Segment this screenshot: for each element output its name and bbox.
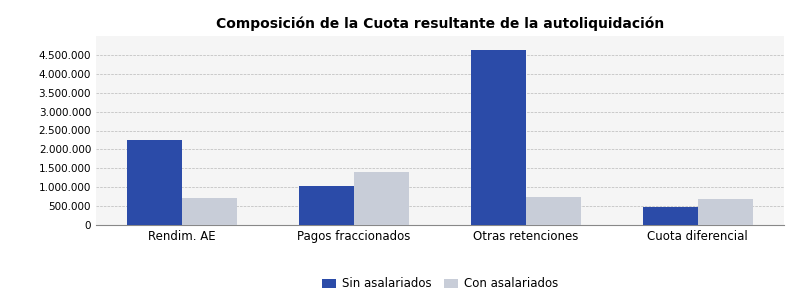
Bar bbox=[471, 50, 526, 225]
Bar bbox=[182, 198, 238, 225]
Bar bbox=[642, 207, 698, 225]
Bar bbox=[698, 199, 753, 225]
Bar bbox=[127, 140, 182, 225]
Title: Composición de la Cuota resultante de la autoliquidación: Composición de la Cuota resultante de la… bbox=[216, 16, 664, 31]
Bar bbox=[526, 197, 581, 225]
Bar bbox=[299, 186, 354, 225]
Legend: Sin asalariados, Con asalariados: Sin asalariados, Con asalariados bbox=[318, 272, 562, 295]
Bar bbox=[354, 172, 409, 225]
